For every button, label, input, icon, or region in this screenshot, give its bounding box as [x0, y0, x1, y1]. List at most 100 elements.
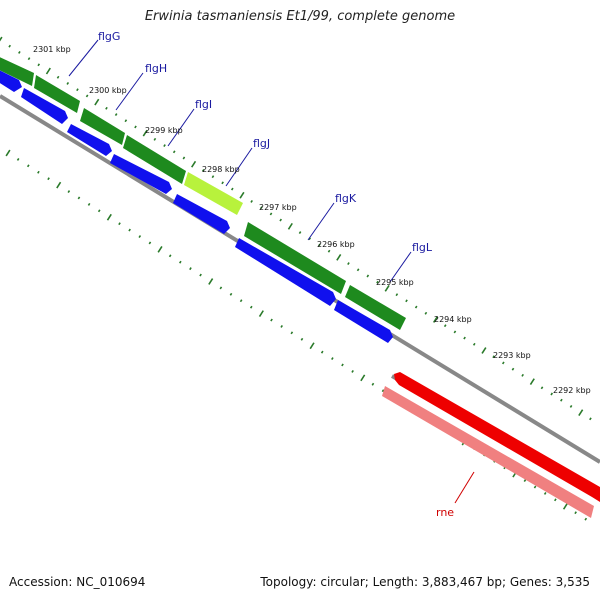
gene-label-rne: rne	[436, 506, 454, 519]
minor-tick	[331, 357, 334, 360]
minor-tick	[260, 206, 263, 210]
kbp-label: 2292 kbp	[553, 386, 591, 395]
minor-tick	[533, 485, 537, 489]
major-tick	[56, 181, 62, 189]
minor-tick	[569, 404, 573, 408]
minor-tick	[523, 479, 527, 483]
minor-tick	[250, 200, 253, 203]
gene-label-flgI: flgI	[195, 98, 212, 111]
cds-flgK[interactable]	[244, 222, 346, 294]
cds-flgI[interactable]	[80, 108, 125, 145]
minor-tick	[543, 492, 547, 495]
minor-tick	[134, 125, 137, 129]
minor-tick	[230, 187, 234, 191]
minor-tick	[85, 94, 89, 98]
minor-tick	[366, 274, 370, 278]
minor-tick	[16, 157, 20, 161]
gene-arrow-1[interactable]	[0, 68, 22, 92]
rne-arrow[interactable]	[394, 372, 600, 502]
minor-tick	[298, 231, 302, 234]
kbp-label: 2294 kbp	[434, 315, 472, 324]
major-tick	[0, 36, 3, 42]
minor-tick	[521, 373, 524, 377]
gene-label-flgL: flgL	[412, 241, 433, 254]
gene-arrow-7[interactable]	[334, 300, 393, 343]
gene-label-flgJ: flgJ	[253, 137, 270, 150]
cds-flgJ[interactable]	[123, 135, 186, 184]
minor-tick	[405, 299, 408, 303]
minor-tick	[189, 267, 192, 271]
gene-arrow-3[interactable]	[67, 124, 112, 156]
minor-tick	[163, 144, 166, 148]
minor-tick	[511, 367, 515, 371]
minor-tick	[414, 305, 418, 309]
genome-summary-text: Topology: circular; Length: 3,883,467 bp…	[260, 575, 590, 589]
minor-tick	[239, 299, 243, 303]
outer-tick-ring	[0, 36, 592, 421]
minor-tick	[554, 498, 557, 502]
major-tick	[384, 285, 390, 292]
minor-tick	[124, 119, 128, 123]
major-tick	[481, 347, 487, 354]
minor-tick	[453, 330, 457, 334]
minor-tick	[26, 164, 30, 168]
minor-tick	[153, 137, 157, 141]
cds-flgH[interactable]	[34, 75, 80, 113]
major-tick	[336, 253, 342, 261]
minor-tick	[424, 311, 428, 315]
kbp-label: 2298 kbp	[202, 165, 240, 174]
minor-tick	[27, 57, 31, 61]
kbp-label: 2295 kbp	[376, 278, 414, 287]
minor-tick	[269, 212, 273, 216]
major-tick	[142, 129, 148, 137]
minor-tick	[560, 398, 563, 402]
map-title: Erwinia tasmaniensis Et1/99, complete ge…	[144, 9, 456, 24]
major-tick	[5, 149, 11, 157]
cds-flgG[interactable]	[0, 55, 34, 86]
minor-tick	[270, 318, 273, 322]
kbp-label: 2293 kbp	[493, 351, 531, 360]
minor-tick	[376, 280, 379, 284]
rne-pink-track[interactable]	[382, 386, 594, 518]
minor-tick	[178, 260, 182, 264]
minor-tick	[66, 82, 70, 85]
minor-tick	[320, 350, 324, 354]
minor-tick	[550, 392, 554, 396]
cds-flgL[interactable]	[345, 285, 406, 330]
minor-tick	[371, 382, 375, 386]
minor-tick	[211, 175, 215, 179]
gene-label-flgK: flgK	[335, 192, 357, 205]
minor-tick	[118, 222, 121, 226]
major-tick	[94, 98, 100, 106]
major-tick	[45, 67, 51, 75]
minor-tick	[351, 369, 354, 373]
minor-tick	[47, 177, 50, 181]
minor-tick	[77, 196, 81, 200]
kbp-label: 2297 kbp	[259, 203, 297, 212]
label-leaders	[68, 39, 475, 504]
cds-track-green	[0, 55, 406, 330]
minor-tick	[381, 389, 385, 393]
minor-tick	[300, 337, 304, 341]
gene-arrow-4[interactable]	[110, 154, 172, 194]
minor-tick	[308, 237, 312, 241]
minor-tick	[574, 511, 577, 515]
minor-tick	[182, 156, 186, 160]
minor-tick	[76, 88, 79, 92]
gene-arrow-6[interactable]	[235, 238, 336, 306]
minor-tick	[138, 235, 142, 238]
minor-tick	[472, 342, 476, 346]
kbp-label: 2299 kbp	[145, 126, 183, 135]
gene-arrow-5[interactable]	[173, 194, 230, 234]
gene-arrow-2[interactable]	[21, 88, 68, 124]
minor-tick	[395, 293, 399, 297]
minor-tick	[8, 44, 12, 48]
kbp-label: 2300 kbp	[89, 86, 127, 95]
minor-tick	[168, 254, 172, 258]
accession-text: Accession: NC_010694	[9, 575, 146, 589]
minor-tick	[290, 331, 294, 335]
minor-tick	[114, 113, 118, 116]
minor-tick	[219, 286, 223, 290]
cds-highlight[interactable]	[184, 172, 243, 215]
minor-tick	[172, 150, 176, 154]
